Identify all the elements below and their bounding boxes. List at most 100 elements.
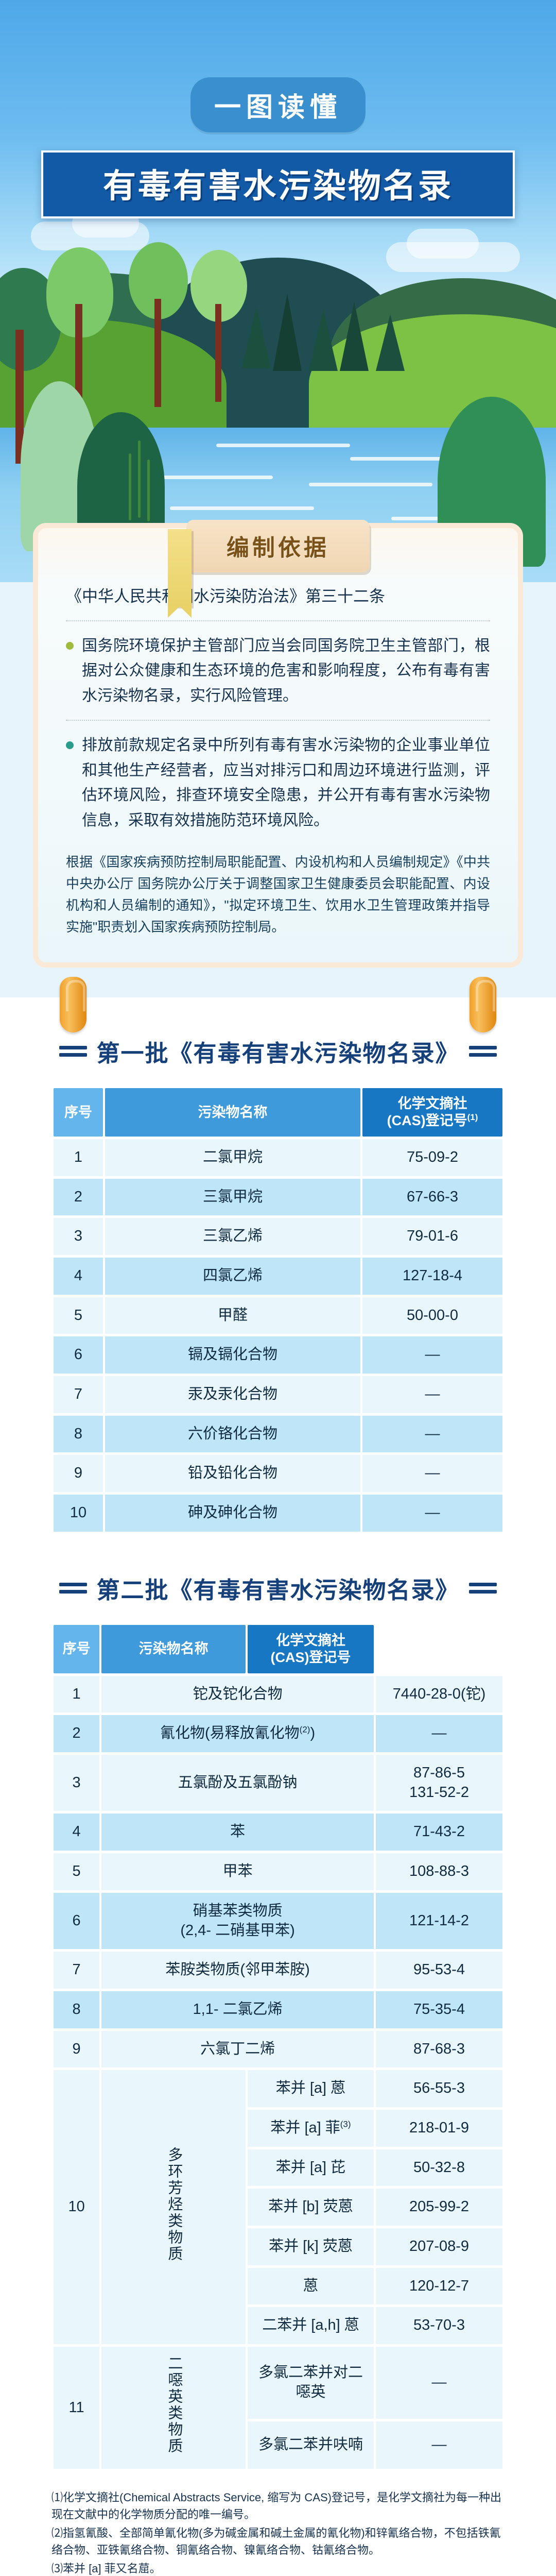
cell-cas: — — [362, 1415, 502, 1453]
cell-name: 四氯乙烯 — [105, 1258, 360, 1295]
th-cas-footnote-mark: (1) — [467, 1112, 478, 1123]
cell-name: 五氯酚及五氯酚钠 — [101, 1755, 374, 1811]
table-row: 多氯二苯并呋喃 — — [54, 2421, 502, 2469]
cell-name: 苯 — [101, 1814, 374, 1851]
water-ripple — [309, 483, 432, 486]
cell-index: 9 — [54, 1455, 103, 1493]
footnote-mark: (2) — [299, 1724, 310, 1735]
footnote-item: ⑶苯并 [a] 菲又名䓛。 — [51, 2562, 161, 2575]
pine-tree-icon — [376, 314, 405, 371]
footnotes: ⑴化学文摘社(Chemical Abstracts Service, 缩写为 C… — [51, 2489, 505, 2576]
cell-cas: 71-43-2 — [375, 1814, 502, 1851]
cell-name: 二苯并 [a,h] 蒽 — [247, 2307, 374, 2345]
cell-index: 3 — [54, 1755, 100, 1811]
cell-cas: — — [362, 1495, 502, 1532]
tree-trunk-icon — [215, 304, 221, 402]
cell-name: 甲醛 — [105, 1297, 360, 1334]
cell-cas: 108-88-3 — [375, 1853, 502, 1890]
water-ripple — [350, 457, 463, 461]
table-row: 6 硝基苯类物质 (2,4- 二硝基甲苯) 121-14-2 — [54, 1892, 502, 1950]
tree-trunk-icon — [154, 299, 161, 407]
cell-index: 7 — [54, 1376, 103, 1413]
cell-index: 6 — [54, 1336, 103, 1374]
th-name: 污染物名称 — [101, 1624, 246, 1673]
cell-name: 苯并 [a] 芘 — [247, 2149, 374, 2187]
table-row: 8 1,1- 二氯乙烯 75-35-4 — [54, 1991, 502, 2028]
water-ripple — [118, 476, 273, 479]
cell-group-label: 多环芳烃类物质 — [101, 2070, 246, 2345]
pollutant-table-batch2: 序号 污染物名称 化学文摘社 (CAS)登记号 1 铊及铊化合物 7440-28-0(… — [51, 1622, 505, 2471]
table-row: 5 甲苯 108-88-3 — [54, 1853, 502, 1890]
cell-name: 三氯乙烯 — [105, 1218, 360, 1256]
reed-icon — [129, 453, 131, 520]
cell-name: 苯并 [b] 荧蒽 — [247, 2189, 374, 2226]
cell-name: 多氯二苯并对二噁英 — [247, 2347, 374, 2419]
reed-icon — [138, 440, 141, 518]
cell-cas: 53-70-3 — [375, 2307, 502, 2345]
cell-name: 硝基苯类物质 (2,4- 二硝基甲苯) — [101, 1892, 374, 1950]
section-heading-text: 第二批《有毒有害水污染物名录》 — [96, 1577, 460, 1603]
th-index: 序号 — [54, 1624, 100, 1673]
read-badge: 一图读懂 — [190, 77, 366, 132]
table-row: 4 苯 71-43-2 — [54, 1814, 502, 1851]
table-row: 9 六氯丁二烯 87-68-3 — [54, 2030, 502, 2068]
bullet-dot-icon — [66, 641, 74, 650]
table-row: 2 氰化物(易释放氰化物(2)) — — [54, 1715, 502, 1753]
reed-icon — [147, 460, 150, 521]
cell-index: 7 — [54, 1952, 100, 1989]
pollutant-table-batch1: 序号 污染物名称 化学文摘社 (CAS)登记号(1) 1 二氯甲烷 75-09-2 2 三… — [51, 1086, 505, 1534]
law-title: 《中华人民共和国水污染防治法》第三十二条 — [66, 587, 385, 605]
table-row: 11 二噁英类物质 多氯二苯并对二噁英 — — [54, 2347, 502, 2469]
cell-cas: 87-68-3 — [375, 2030, 502, 2068]
footnote-mark: (3) — [340, 2119, 351, 2129]
footnote-item: ⑴化学文摘社(Chemical Abstracts Service, 缩写为 C… — [51, 2490, 501, 2521]
section-heading-batch1: 第一批《有毒有害水污染物名录》 — [0, 997, 556, 1086]
cell-index: 2 — [54, 1178, 103, 1216]
cell-name: 铅及铅化合物 — [105, 1455, 360, 1493]
cell-cas: — — [375, 1715, 502, 1753]
cell-cas: 50-32-8 — [375, 2149, 502, 2187]
cell-name: 苯并 [a] 蒽 — [247, 2070, 374, 2107]
table-header-row: 序号 污染物名称 化学文摘社 (CAS)登记号 — [54, 1624, 502, 1673]
cell-name: 六价铬化合物 — [105, 1415, 360, 1453]
pine-tree-icon — [340, 301, 369, 371]
heading-bars-icon — [59, 1046, 88, 1057]
cell-name: 汞及汞化合物 — [105, 1376, 360, 1413]
th-cas: 化学文摘社 (CAS)登记号(1) — [362, 1088, 502, 1137]
footnote-item: ⑵指氢氰酸、全部简单氰化物(多为碱金属和碱土金属的氰化物)和锌氰络合物，不包括铁… — [51, 2526, 501, 2556]
cell-name: 六氯丁二烯 — [101, 2030, 374, 2068]
cell-name: 砷及砷化合物 — [105, 1495, 360, 1532]
cell-cas: 79-01-6 — [362, 1218, 502, 1256]
paperclip-icon — [470, 977, 496, 1033]
basis-bullet-text: 国务院环境保护主管部门应当会同国务院卫生主管部门，根据对公众健康和生态环境的危害… — [82, 637, 490, 704]
table-row: 2 三氯甲烷 67-66-3 — [54, 1178, 502, 1216]
table-row: 3 三氯乙烯 79-01-6 — [54, 1218, 502, 1256]
cell-index: 4 — [54, 1258, 103, 1295]
group-label-text: 多环芳烃类物质 — [165, 2146, 182, 2262]
hero-section: 一图读懂 有毒有害水污染物名录 — [0, 0, 556, 582]
cell-name: 氰化物(易释放氰化物(2)) — [101, 1715, 374, 1753]
cell-cas: 75-35-4 — [375, 1991, 502, 2028]
basis-card-body: 《中华人民共和国水污染防治法》第三十二条 国务院环境保护主管部门应当会同国务院卫… — [33, 523, 523, 968]
cell-cas: — — [362, 1336, 502, 1374]
cell-cas: — — [362, 1376, 502, 1413]
page-title-text: 有毒有害水污染物名录 — [103, 167, 453, 205]
cell-cas: 127-18-4 — [362, 1258, 502, 1295]
water-ripple — [170, 506, 314, 510]
water-ripple — [216, 444, 350, 447]
cell-name: 1,1- 二氯乙烯 — [101, 1991, 374, 2028]
heading-bars-icon — [468, 1046, 497, 1057]
table-row: 5 甲醛 50-00-0 — [54, 1297, 502, 1334]
section-heading-batch2: 第二批《有毒有害水污染物名录》 — [0, 1534, 556, 1622]
cell-name: 二氯甲烷 — [105, 1139, 360, 1176]
cell-cas: 67-66-3 — [362, 1178, 502, 1216]
table-row: 6 镉及镉化合物 — — [54, 1336, 502, 1374]
table-row: 1 二氯甲烷 75-09-2 — [54, 1139, 502, 1176]
cell-index: 1 — [54, 1139, 103, 1176]
bookmark-icon — [168, 529, 192, 618]
table-row: 苯并 [a] 芘 50-32-8 — [54, 2149, 502, 2187]
cell-name: 苯并 [a] 菲(3) — [247, 2109, 374, 2147]
table-row: 苯并 [b] 荧蒽 205-99-2 — [54, 2189, 502, 2226]
cell-index: 9 — [54, 2030, 100, 2068]
